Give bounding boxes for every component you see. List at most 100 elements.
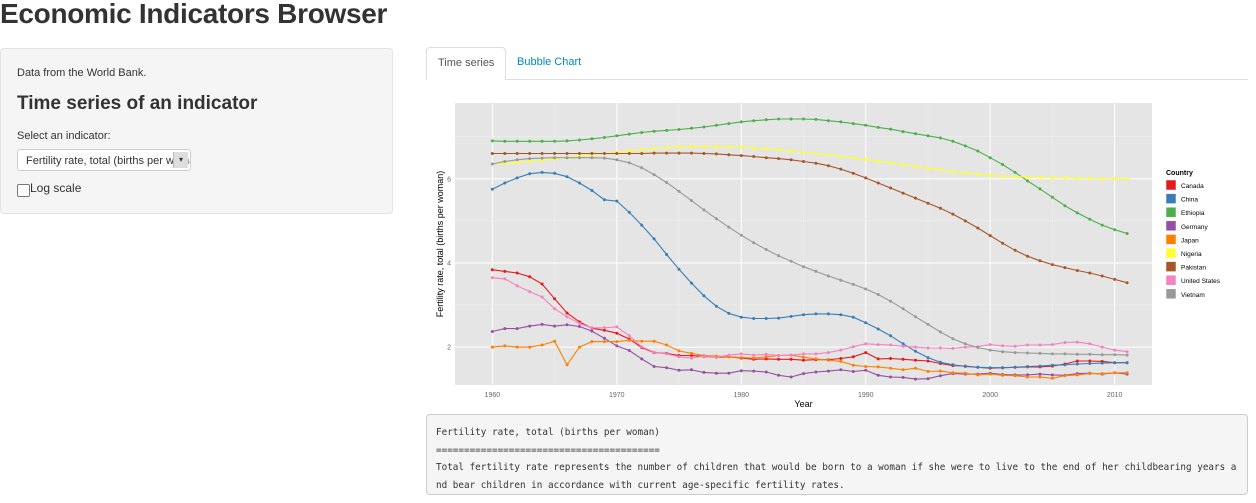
data-point (1001, 241, 1005, 245)
tab-time-series[interactable]: Time series (426, 47, 507, 80)
data-point (1088, 359, 1092, 363)
data-point (889, 375, 893, 379)
data-point (739, 352, 743, 356)
data-point (615, 134, 619, 138)
series-line (492, 152, 1128, 284)
legend-swatch (1165, 220, 1177, 232)
data-point (789, 314, 793, 318)
data-point (814, 161, 818, 165)
data-point (1013, 351, 1017, 355)
data-point (1075, 352, 1079, 356)
data-point (652, 365, 656, 368)
data-point (1050, 363, 1054, 367)
data-point (739, 154, 743, 158)
data-point (926, 359, 930, 363)
data-point (515, 271, 519, 275)
data-point (876, 357, 880, 361)
data-point (739, 120, 743, 124)
data-point (1050, 352, 1054, 356)
data-point (764, 248, 768, 251)
data-point (515, 176, 519, 180)
data-point (1063, 341, 1067, 344)
data-point (690, 351, 693, 355)
data-point (1013, 344, 1017, 348)
indicator-select[interactable]: Fertility rate, total (births per woman)… (17, 149, 191, 171)
data-point (690, 281, 693, 285)
data-point (640, 357, 644, 361)
data-point (777, 157, 781, 161)
data-point (590, 340, 594, 344)
data-point (578, 325, 581, 328)
data-point (1026, 365, 1029, 368)
data-point (615, 340, 619, 344)
data-point (490, 139, 494, 143)
data-point (677, 368, 681, 372)
x-tick-label: 1980 (733, 392, 749, 399)
log-scale-option[interactable]: Log scale (17, 181, 81, 197)
data-point (826, 351, 830, 355)
data-point (814, 117, 818, 121)
log-scale-checkbox[interactable] (17, 184, 30, 197)
data-point (864, 321, 868, 325)
data-point (889, 186, 893, 190)
x-tick-label: 1990 (858, 392, 874, 399)
data-point (1050, 373, 1054, 377)
data-point (1125, 353, 1129, 357)
legend-swatch (1165, 193, 1177, 204)
data-point (777, 354, 781, 357)
data-point (490, 268, 494, 272)
data-point (839, 167, 843, 171)
tab-bar: Time series Bubble Chart (426, 47, 1248, 80)
data-point (727, 371, 731, 375)
data-point (1088, 372, 1092, 376)
data-point (889, 343, 893, 347)
data-point (1100, 353, 1104, 357)
data-point (802, 355, 805, 359)
data-point (876, 159, 880, 163)
y-axis-label: Fertility rate, total (births per woman) (435, 171, 445, 318)
data-point (826, 119, 830, 123)
data-point (901, 375, 905, 379)
log-scale-label: Log scale (30, 181, 82, 195)
data-point (826, 153, 830, 157)
data-point (764, 357, 768, 361)
data-point (1013, 175, 1017, 179)
data-point (1026, 351, 1029, 355)
data-point (839, 359, 843, 363)
data-point (926, 322, 930, 326)
data-point (714, 152, 718, 156)
data-point (951, 139, 955, 143)
data-point (914, 349, 917, 353)
data-point (1100, 177, 1104, 181)
data-point (963, 365, 967, 368)
data-point (1125, 350, 1129, 354)
data-point (515, 160, 519, 164)
data-point (553, 139, 557, 143)
data-point (515, 284, 519, 288)
data-point (1113, 177, 1117, 181)
data-point (1075, 340, 1079, 344)
data-point (963, 371, 967, 375)
description-text: Total fertility rate represents the numb… (436, 462, 1237, 491)
tab-bubble-chart[interactable]: Bubble Chart (517, 56, 582, 68)
data-point (677, 145, 681, 149)
data-point (665, 253, 669, 256)
data-point (889, 334, 893, 338)
data-point (777, 373, 781, 377)
data-point (764, 355, 768, 359)
data-point (1113, 371, 1117, 375)
data-point (938, 360, 942, 364)
data-point (1050, 343, 1054, 347)
data-point (702, 208, 706, 212)
data-point (615, 325, 619, 329)
x-axis-label: Year (794, 399, 812, 409)
data-point (528, 324, 532, 328)
data-point (1125, 371, 1129, 375)
data-point (1026, 175, 1029, 179)
data-point (914, 196, 917, 200)
data-point (490, 345, 494, 349)
data-point (914, 345, 917, 349)
data-point (602, 336, 606, 340)
data-point (690, 368, 693, 372)
chevron-down-icon[interactable]: ▾ (173, 152, 188, 168)
